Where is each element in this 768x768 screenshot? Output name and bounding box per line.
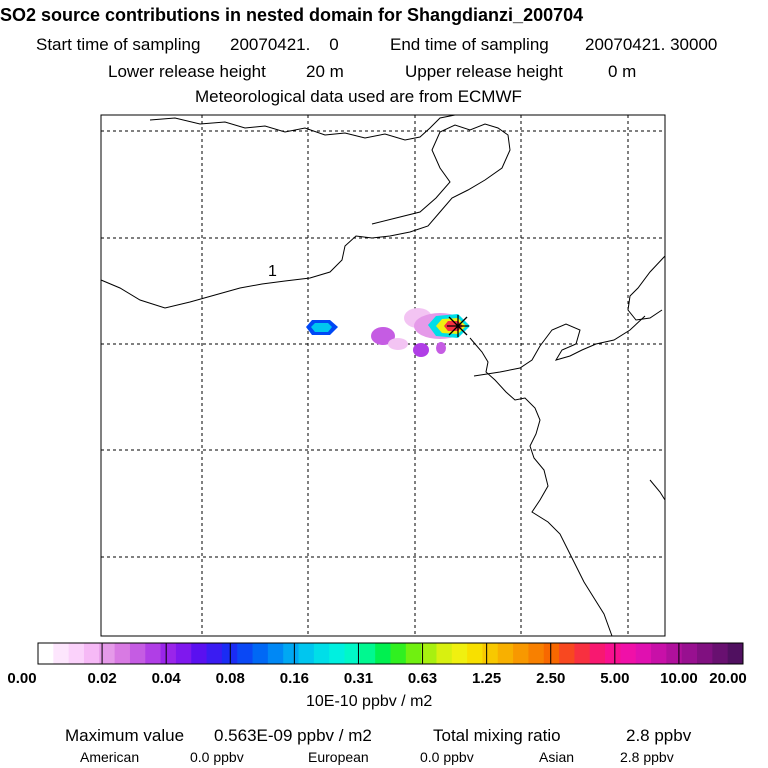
colorbar-swatch: [589, 643, 606, 664]
border-line: [627, 255, 666, 321]
start-sampling-value: 20070421. 0: [230, 35, 339, 54]
border-line: [100, 123, 511, 309]
colorbar-swatch: [528, 643, 545, 664]
colorbar-swatch: [421, 643, 437, 664]
asian-label: Asian: [539, 749, 575, 765]
colorbar-swatch: [375, 643, 391, 664]
colorbar-swatch: [681, 643, 698, 664]
colorbar-swatch: [543, 643, 560, 664]
page-title: SO2 source contributions in nested domai…: [0, 5, 584, 25]
max-value-label: Maximum value: [65, 726, 185, 745]
total-mixing-label: Total mixing ratio: [433, 726, 561, 745]
colorbar-swatch: [145, 643, 162, 664]
border-line: [149, 114, 456, 141]
colorbar-swatch: [129, 643, 146, 664]
colorbar-tick-label: 10.00: [660, 670, 698, 687]
colorbar-swatch: [114, 643, 131, 664]
colorbar-swatch: [712, 643, 729, 664]
colorbar-swatch: [329, 643, 345, 664]
colorbar-swatch: [83, 643, 100, 664]
colorbar-swatch: [359, 643, 376, 664]
colorbar-swatch: [482, 643, 499, 664]
coastline: [473, 315, 646, 377]
end-sampling-label: End time of sampling: [390, 35, 549, 54]
colorbar-swatch: [53, 643, 70, 664]
colorbar-tick-label: 0.16: [279, 670, 309, 687]
coastline: [649, 479, 666, 501]
colorbar-units: 10E-10 ppbv / m2: [306, 693, 433, 710]
colorbar-swatch: [267, 643, 284, 664]
colorbar-tick-label: 0.08: [215, 670, 245, 687]
colorbar-swatch: [298, 643, 315, 664]
colorbar-swatch: [513, 643, 529, 664]
colorbar-swatch: [666, 643, 683, 664]
european-label: European: [308, 749, 369, 765]
coastline: [469, 337, 613, 637]
total-mixing-value: 2.8 ppbv: [626, 726, 692, 745]
colorbar-swatch: [237, 643, 253, 664]
station-marker: [447, 315, 469, 337]
upper-release-label: Upper release height: [405, 62, 563, 81]
colorbar-swatch: [206, 643, 223, 664]
colorbar-swatch: [436, 643, 453, 664]
start-sampling-label: Start time of sampling: [36, 35, 201, 54]
colorbar-swatch: [68, 643, 85, 664]
colorbar-outline: [37, 642, 744, 665]
colorbar-swatch: [697, 643, 713, 664]
colorbar-tick-label: 0.31: [343, 670, 374, 687]
european-value: 0.0 ppbv: [420, 749, 474, 765]
colorbar-tick-label: 2.50: [536, 670, 566, 687]
meteorological-source: Meteorological data used are from ECMWF: [195, 87, 522, 106]
plume-cell: [413, 343, 429, 357]
colorbar-swatch: [635, 643, 652, 664]
colorbar-swatch: [390, 643, 407, 664]
colorbar-tick-label: 0.63: [407, 670, 438, 687]
american-label: American: [80, 749, 140, 765]
plume-cell: [371, 327, 395, 345]
map-frame: [100, 114, 666, 637]
boundaries: [100, 114, 666, 637]
colorbar-swatch: [313, 643, 330, 664]
contour-label: 1: [268, 263, 277, 280]
colorbar-swatch: [405, 643, 422, 664]
lower-release-value: 20 m: [306, 62, 344, 81]
colorbar-tick-label: 0.02: [87, 670, 117, 687]
colorbar-swatch: [344, 643, 361, 664]
colorbar-swatch: [727, 643, 744, 664]
colorbar-swatch: [467, 643, 483, 664]
plume-cell: [436, 342, 446, 354]
colorbar-swatch: [283, 643, 299, 664]
colorbar-swatch: [191, 643, 207, 664]
colorbar-swatch: [559, 643, 575, 664]
max-value: 0.563E-09 ppbv / m2: [214, 726, 372, 745]
end-sampling-value: 20070421. 30000: [585, 35, 718, 54]
colorbar-swatch: [497, 643, 514, 664]
colorbar-tick-label: 0.00: [7, 670, 37, 687]
plume-cell: [388, 338, 408, 350]
colorbar-swatch: [252, 643, 269, 664]
colorbar-swatch: [38, 643, 54, 664]
colorbar-tick-label: 1.25: [472, 670, 502, 687]
colorbar-swatch: [574, 643, 591, 664]
american-value: 0.0 ppbv: [190, 749, 244, 765]
colorbar-swatch: [99, 643, 116, 664]
colorbar-tick-label: 5.00: [600, 670, 630, 687]
asian-value: 2.8 ppbv: [620, 749, 674, 765]
colorbar-swatch: [451, 643, 468, 664]
upper-release-value: 0 m: [608, 62, 637, 81]
colorbar-swatch: [620, 643, 637, 664]
colorbar-tick-label: 0.04: [151, 670, 181, 687]
colorbar-swatch: [160, 643, 177, 664]
lower-release-label: Lower release height: [108, 62, 266, 81]
colorbar: [37, 642, 744, 665]
plume-cell: [311, 323, 332, 332]
colorbar-swatch: [605, 643, 621, 664]
colorbar-swatch: [651, 643, 667, 664]
colorbar-tick-label: 20.00: [709, 670, 747, 687]
colorbar-swatch: [175, 643, 192, 664]
